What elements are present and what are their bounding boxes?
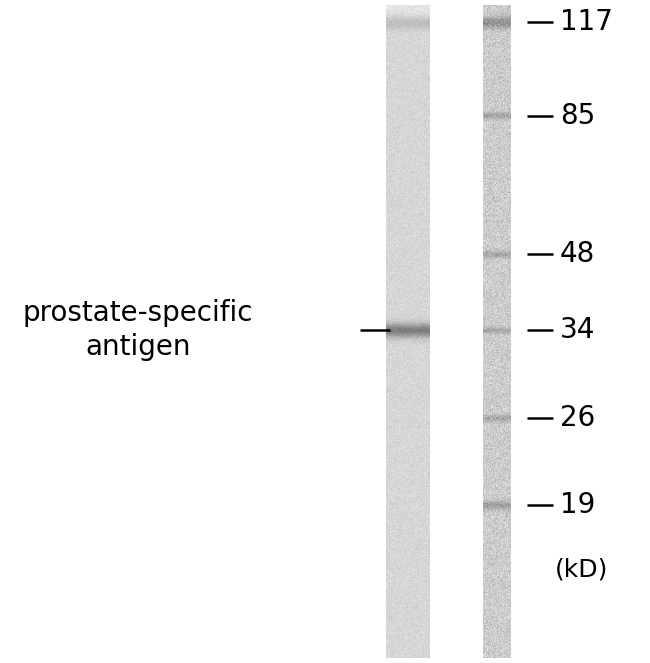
Text: (kD): (kD) (555, 558, 608, 582)
Text: 117: 117 (560, 8, 613, 36)
Text: 19: 19 (560, 491, 595, 519)
Text: prostate-specific
antigen: prostate-specific antigen (23, 299, 254, 361)
Text: 85: 85 (560, 102, 595, 130)
Text: 34: 34 (560, 316, 595, 344)
Text: 48: 48 (560, 240, 595, 268)
Text: 26: 26 (560, 404, 595, 432)
